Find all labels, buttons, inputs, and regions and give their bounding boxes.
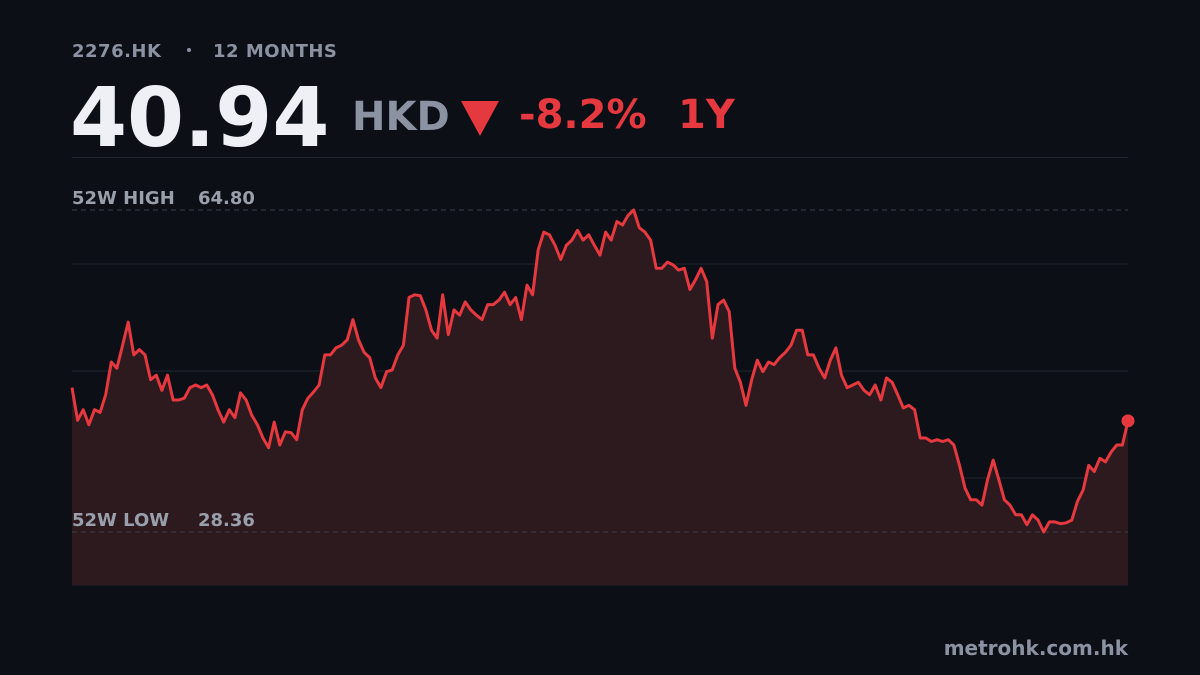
separator-dot <box>187 48 191 52</box>
high-label: 52W HIGH <box>72 188 175 209</box>
price: 40.94 <box>70 71 329 166</box>
currency: HKD <box>352 94 450 140</box>
plot: 52W HIGH 64.80 52W LOW 28.36 <box>70 188 1135 586</box>
range: 1Y <box>678 92 736 138</box>
period: 12 MONTHS <box>213 41 337 62</box>
down-arrow <box>461 101 499 136</box>
price-line <box>70 208 1130 534</box>
area-fill <box>72 210 1128 585</box>
source: metrohk.com.hk <box>944 636 1129 660</box>
last-point <box>1121 414 1135 428</box>
low-label: 52W LOW <box>72 510 169 531</box>
change: -8.2% <box>519 92 647 138</box>
low-value: 28.36 <box>198 510 255 531</box>
high-value: 64.80 <box>198 188 255 209</box>
ticker: 2276.HK <box>72 41 162 62</box>
